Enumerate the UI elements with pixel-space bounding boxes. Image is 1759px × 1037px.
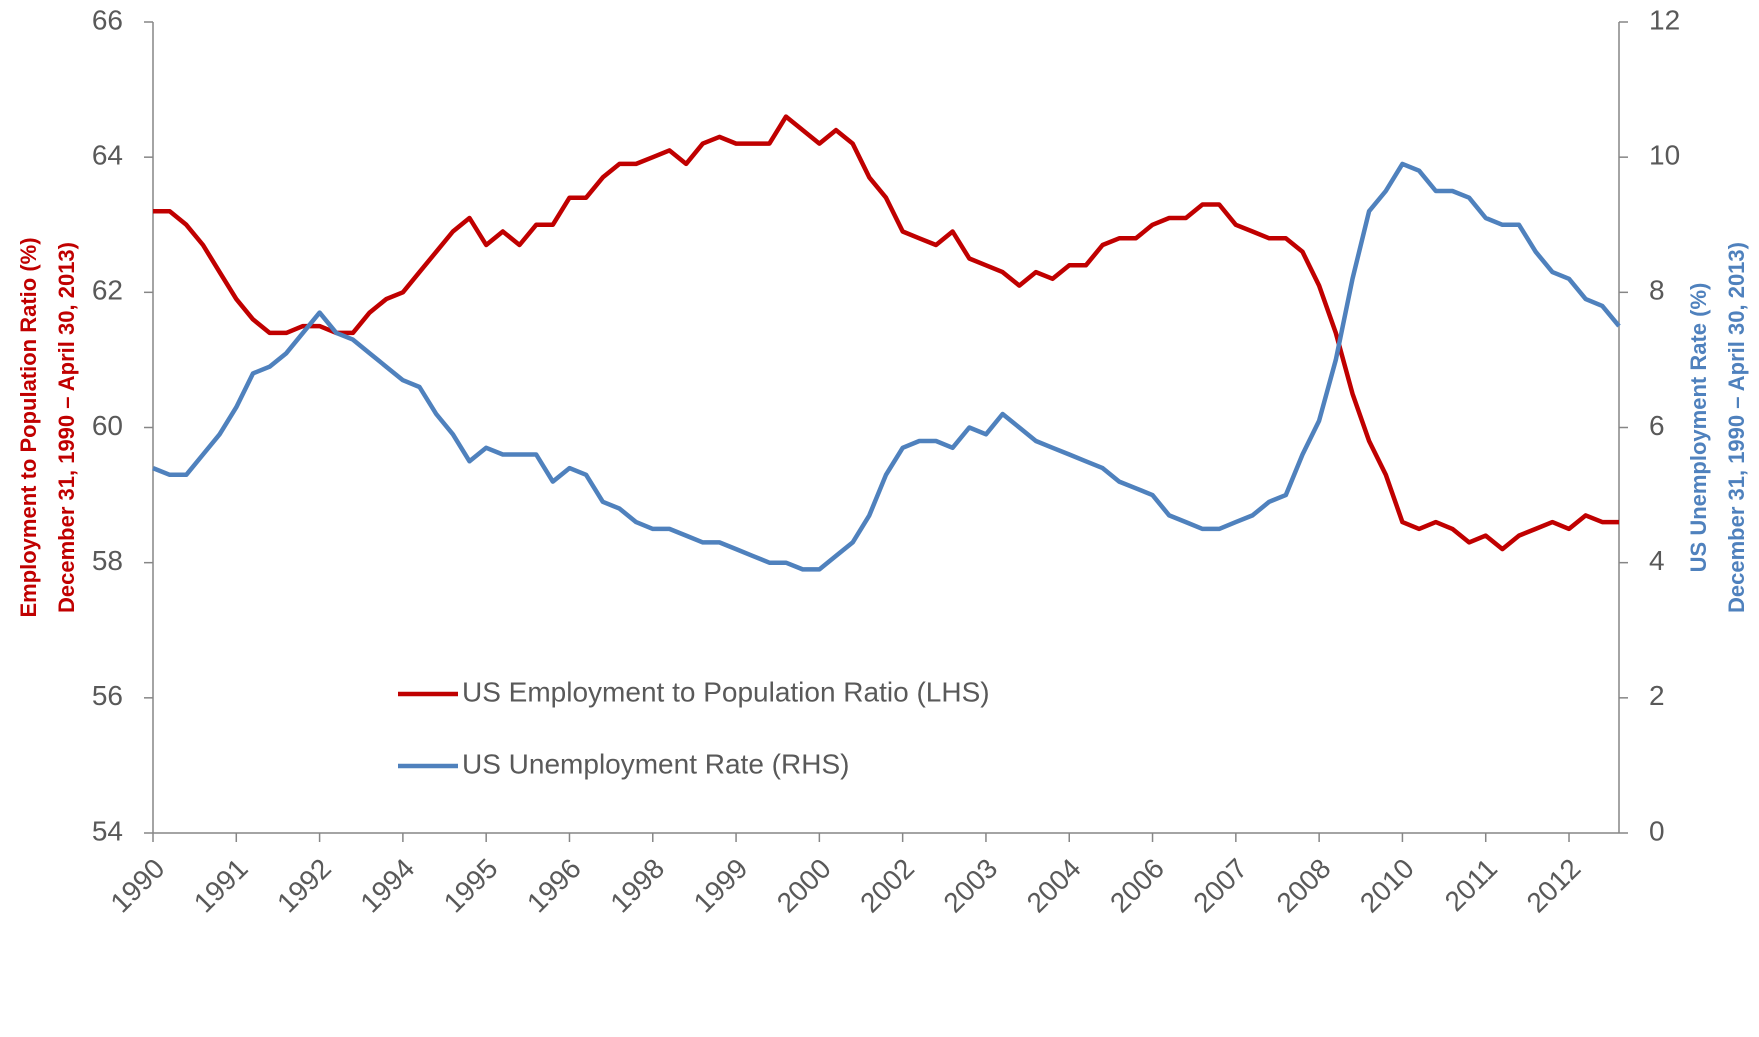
- legend-label: US Employment to Population Ratio (LHS): [462, 676, 990, 707]
- y-axis-title: Employment to Population Ratio (%): [16, 237, 41, 617]
- x-tick-label: 1999: [688, 853, 754, 919]
- x-tick-label: 2000: [771, 853, 837, 919]
- x-tick-label: 1991: [188, 853, 254, 919]
- series-line: [153, 114, 1619, 552]
- x-tick-label: 2006: [1104, 853, 1170, 919]
- x-tick-label: 1994: [354, 853, 420, 919]
- y2-tick-label: 4: [1649, 545, 1665, 576]
- x-tick-label: 1998: [604, 853, 670, 919]
- y-tick-label: 64: [92, 140, 123, 171]
- y2-tick-label: 2: [1649, 680, 1665, 711]
- x-tick-label: 2012: [1521, 853, 1587, 919]
- y2-tick-label: 6: [1649, 410, 1665, 441]
- x-tick-label: 1992: [271, 853, 337, 919]
- series-line: [152, 161, 1621, 572]
- y2-tick-label: 8: [1649, 275, 1665, 306]
- legend-label: US Unemployment Rate (RHS): [462, 748, 849, 779]
- y2-tick-label: 0: [1649, 815, 1665, 846]
- y2-axis-title: US Unemployment Rate (%): [1686, 283, 1711, 573]
- y-tick-label: 54: [92, 815, 123, 846]
- x-tick-label: 1996: [521, 853, 587, 919]
- x-tick-label: 2003: [937, 853, 1003, 919]
- y2-tick-label: 10: [1649, 140, 1680, 171]
- x-tick-label: 2011: [1439, 853, 1504, 918]
- y2-axis-title: December 31, 1990 – April 30, 2013): [1724, 242, 1749, 613]
- y-tick-label: 58: [92, 545, 123, 576]
- x-tick-label: 2008: [1271, 853, 1337, 919]
- x-tick-label: 2010: [1354, 853, 1420, 919]
- y-axis-title: December 31, 1990 – April 30, 2013): [54, 242, 79, 613]
- y2-tick-label: 12: [1649, 4, 1680, 35]
- y-tick-label: 60: [92, 410, 123, 441]
- x-tick-label: 1995: [438, 853, 504, 919]
- y-tick-label: 62: [92, 275, 123, 306]
- x-tick-label: 1990: [104, 853, 170, 919]
- y-tick-label: 56: [92, 680, 123, 711]
- x-tick-label: 2004: [1021, 853, 1087, 919]
- y-tick-label: 66: [92, 4, 123, 35]
- x-tick-label: 2007: [1187, 853, 1253, 919]
- x-tick-label: 2002: [854, 853, 920, 919]
